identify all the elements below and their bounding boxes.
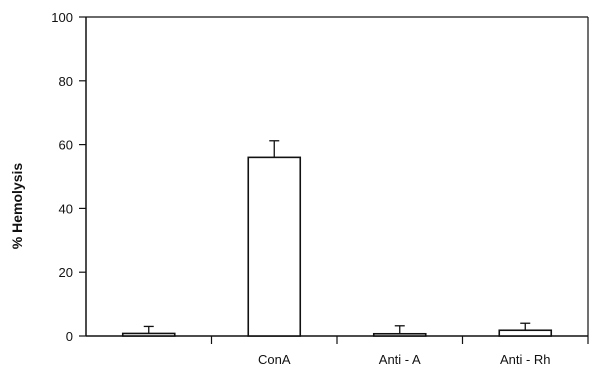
bar — [498, 329, 553, 337]
y-axis-title: % Hemolysis — [9, 163, 25, 250]
y-tick-label: 0 — [66, 329, 73, 344]
x-tick-label: Anti - Rh — [500, 352, 551, 367]
y-tick-label: 60 — [59, 138, 73, 153]
y-tick-label: 20 — [59, 265, 73, 280]
bar — [121, 332, 176, 337]
x-tick-label: Anti - A — [379, 352, 421, 367]
x-tick-labels: ConA Anti - A Anti - Rh — [258, 352, 551, 367]
y-axis-ticks — [79, 16, 86, 337]
plot-frame — [85, 16, 589, 337]
y-tick-labels: 0 20 40 60 80 100 — [51, 10, 73, 344]
y-tick-label: 80 — [59, 74, 73, 89]
x-axis-ticks — [210, 336, 589, 344]
y-tick-label: 100 — [51, 10, 73, 25]
bar — [372, 332, 427, 337]
x-tick-label: ConA — [258, 352, 291, 367]
bar — [247, 156, 302, 337]
y-tick-label: 40 — [59, 201, 73, 216]
error-bars — [143, 140, 531, 334]
bars — [121, 156, 553, 337]
